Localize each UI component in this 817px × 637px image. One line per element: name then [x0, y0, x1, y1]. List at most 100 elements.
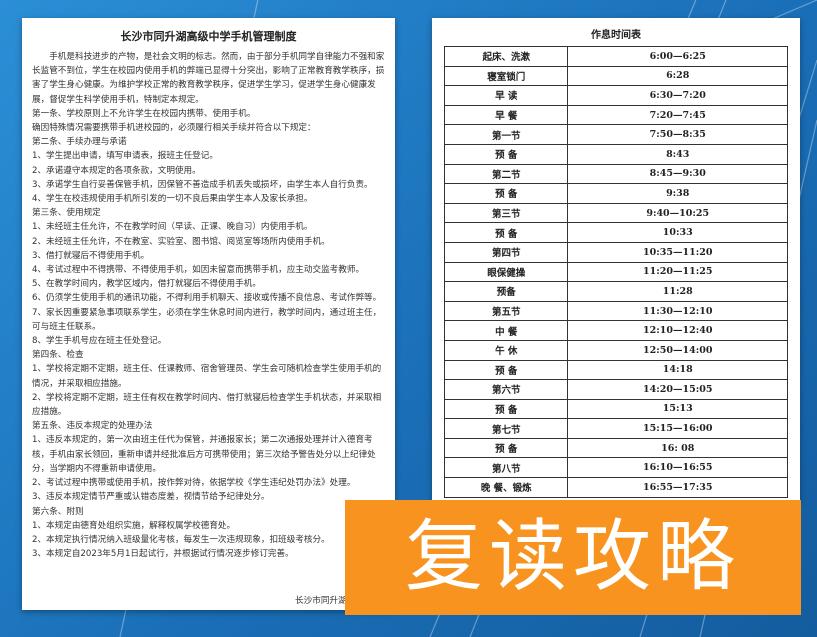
schedule-row: 早 读 6:30—7:20 — [443, 85, 788, 106]
time-cell: 6:28 — [567, 65, 788, 87]
activity-cell: 寝室锁门 — [443, 65, 569, 87]
activity-cell: 预 备 — [443, 183, 569, 204]
time-cell: 7:50—8:35 — [567, 124, 788, 145]
activity-cell: 第四节 — [443, 241, 569, 263]
schedule-title: 作息时间表 — [591, 30, 641, 41]
time-cell: 15:15—16:00 — [567, 418, 788, 439]
activity-cell: 预 备 — [443, 222, 569, 243]
time-cell: 7:20—7:45 — [567, 104, 788, 126]
time-cell: 8:43 — [567, 143, 788, 165]
activity-cell: 中 餐 — [443, 320, 569, 341]
time-cell: 16:10—16:55 — [567, 457, 788, 479]
schedule-row: 第一节 7:50—8:35 — [443, 124, 788, 145]
paragraph: 第五条、违反本规定的处理办法 — [32, 421, 153, 432]
paragraph: 3、借打就寝后不得使用手机。 — [32, 250, 150, 261]
schedule-row: 预 备 16: 08 — [443, 437, 788, 459]
schedule-row: 预 备 9:38 — [443, 183, 788, 204]
activity-cell: 预 备 — [443, 143, 569, 165]
paragraph: 4、学生在校违规使用手机所引发的一切不良后果由学生本人及家长承担。 — [32, 194, 313, 205]
activity-cell: 预 备 — [443, 398, 569, 420]
schedule-row: 第六节 14:20—15:05 — [443, 379, 788, 400]
paragraph: 7、家长因重要紧急事项联系学生，必须在学生休息时间内进行，教学时间内，通过班主任… — [32, 307, 382, 332]
time-cell: 14:18 — [567, 359, 788, 381]
activity-cell: 第三节 — [443, 202, 569, 224]
paragraph: 1、违反本规定的，第一次由班主任代为保管，并通报家长；第二次通报处理并计入德育考… — [32, 435, 376, 474]
paragraph: 3、承诺学生自行妥善保管手机，因保管不善造成手机丢失或损坏，由学生本人自行负责。 — [32, 179, 373, 190]
document-title: 长沙市同升湖高级中学手机管理制度 — [120, 30, 297, 43]
schedule-row: 第八节 16:10—16:55 — [443, 457, 788, 479]
activity-cell: 早 餐 — [443, 104, 569, 126]
schedule-row: 预 备 10:33 — [443, 222, 788, 243]
schedule-row: 第五节 11:30—12:10 — [443, 300, 788, 322]
paragraph: 5、在教学时间内，教学区域内，借打就寝后不得使用手机。 — [32, 279, 261, 290]
paragraph: 第三条、使用规定 — [32, 208, 101, 219]
time-cell: 10:33 — [567, 222, 788, 243]
time-cell: 12:10—12:40 — [567, 320, 788, 341]
time-cell: 9:38 — [567, 183, 788, 204]
banner: 复读攻略 — [345, 500, 801, 615]
time-cell: 16: 08 — [567, 437, 788, 459]
schedule-row: 中 餐 12:10—12:40 — [443, 320, 788, 341]
paragraph: 第一条、学校原则上不允许学生在校园内携带、使用手机。 — [32, 108, 256, 119]
paragraph: 确因特殊情况需要携带手机进校园的，必须履行相关手续并符合以下规定： — [32, 123, 316, 134]
paragraph: 1、未经班主任允许，不在教学时间（早读、正课、晚自习）内使用手机。 — [32, 222, 313, 233]
time-cell: 12:50—14:00 — [567, 339, 788, 361]
paragraph: 1、本规定由德育处组织实施，解释权属学校德育处。 — [32, 520, 236, 531]
time-cell: 10:35—11:20 — [567, 241, 788, 263]
activity-cell: 第六节 — [443, 379, 569, 400]
paragraph: 第四条、检查 — [32, 350, 84, 361]
schedule-row: 预 备 15:13 — [443, 398, 788, 420]
document-body: 手机是科技进步的产物，是社会文明的标志。然而，由于部分手机同学自律能力不强和家长… — [32, 50, 385, 561]
paragraph: 1、学校将定期不定期，班主任、任课教师、宿舍管理员、学生会可随机检查学生使用手机… — [32, 364, 382, 389]
paragraph: 3、违反本规定情节严重或认错态度差，视情节给予纪律处分。 — [32, 492, 270, 503]
activity-cell: 预 备 — [443, 437, 569, 459]
activity-cell: 早 读 — [443, 85, 569, 106]
paragraph: 第二条、手续办理与承诺 — [32, 137, 127, 148]
schedule-row: 预 备 8:43 — [443, 143, 788, 165]
schedule-row: 第七节 15:15—16:00 — [443, 418, 788, 439]
schedule-row: 第四节 10:35—11:20 — [443, 241, 788, 263]
paragraph: 6、仍须学生使用手机的通讯功能，不得利用手机聊天、接收或传播不良信息、考试作弊等… — [32, 293, 382, 304]
schedule-row: 第三节 9:40—10:25 — [443, 202, 788, 224]
time-cell: 15:13 — [567, 398, 788, 420]
time-cell: 11:28 — [567, 281, 788, 302]
schedule-row: 起床、洗漱 6:00—6:25 — [443, 46, 788, 67]
paragraph: 2、学校将定期不定期，班主任有权在教学时间内、借打就寝后检查学生手机状态，并采取… — [32, 392, 382, 418]
paragraph: 8、学生手机号应在班主任处登记。 — [32, 336, 167, 347]
activity-cell: 预 备 — [443, 359, 569, 381]
schedule-table: 起床、洗漱 6:00—6:25 寝室锁门 6:28 早 读 6:30—7:20 早 餐 7:2… — [443, 46, 788, 498]
activity-cell: 晚 餐、锻炼 — [443, 477, 569, 498]
time-cell: 6:00—6:25 — [567, 46, 788, 67]
paragraph: 1、学生提出申请，填写申请表，报班主任登记。 — [32, 151, 218, 162]
activity-cell: 第八节 — [443, 457, 569, 479]
schedule-row: 寝室锁门 6:28 — [443, 65, 788, 87]
paragraph: 第六条、附则 — [32, 506, 84, 517]
activity-cell: 预备 — [443, 281, 569, 302]
activity-cell: 第二节 — [443, 163, 569, 185]
schedule-row: 第二节 8:45—9:30 — [443, 163, 788, 185]
schedule-document: 作息时间表 起床、洗漱 6:00—6:25 寝室锁门 6:28 早 读 6:30—7:20… — [432, 18, 800, 502]
time-cell: 11:20—11:25 — [567, 261, 788, 283]
paragraph: 2、承诺遵守本规定的各项条款，文明使用。 — [32, 165, 201, 176]
schedule-row: 眼保健操 11:20—11:25 — [443, 261, 788, 283]
schedule-row: 预 备 14:18 — [443, 359, 788, 381]
signature: 长沙市同升湖高级中学 — [295, 596, 381, 606]
paragraph: 手机是科技进步的产物，是社会文明的标志。然而，由于部分手机同学自律能力不强和家长… — [32, 52, 385, 105]
activity-cell: 起床、洗漱 — [443, 46, 569, 67]
schedule-row: 晚 餐、锻炼 16:55—17:35 — [443, 477, 788, 498]
paragraph: 3、本规定自2023年5月1日起试行，并根据试行情况逐步修订完善。 — [32, 549, 294, 560]
time-cell: 9:40—10:25 — [567, 202, 788, 224]
paragraph: 2、考试过程中携带或使用手机，按作弊对待，依据学校《学生违纪处罚办法》处理。 — [32, 478, 356, 489]
time-cell: 16:55—17:35 — [567, 477, 788, 498]
time-cell: 6:30—7:20 — [567, 85, 788, 106]
paragraph: 4、考试过程中不得携带、不得使用手机，如因未留意而携带手机，应主动交监考教师。 — [32, 265, 365, 276]
activity-cell: 第七节 — [443, 418, 569, 439]
time-cell: 14:20—15:05 — [567, 379, 788, 400]
schedule-row: 预备 11:28 — [443, 281, 788, 302]
activity-cell: 第五节 — [443, 300, 569, 322]
activity-cell: 午 休 — [443, 339, 569, 361]
time-cell: 8:45—9:30 — [567, 163, 788, 185]
schedule-row: 午 休 12:50—14:00 — [443, 339, 788, 361]
time-cell: 11:30—12:10 — [567, 300, 788, 322]
